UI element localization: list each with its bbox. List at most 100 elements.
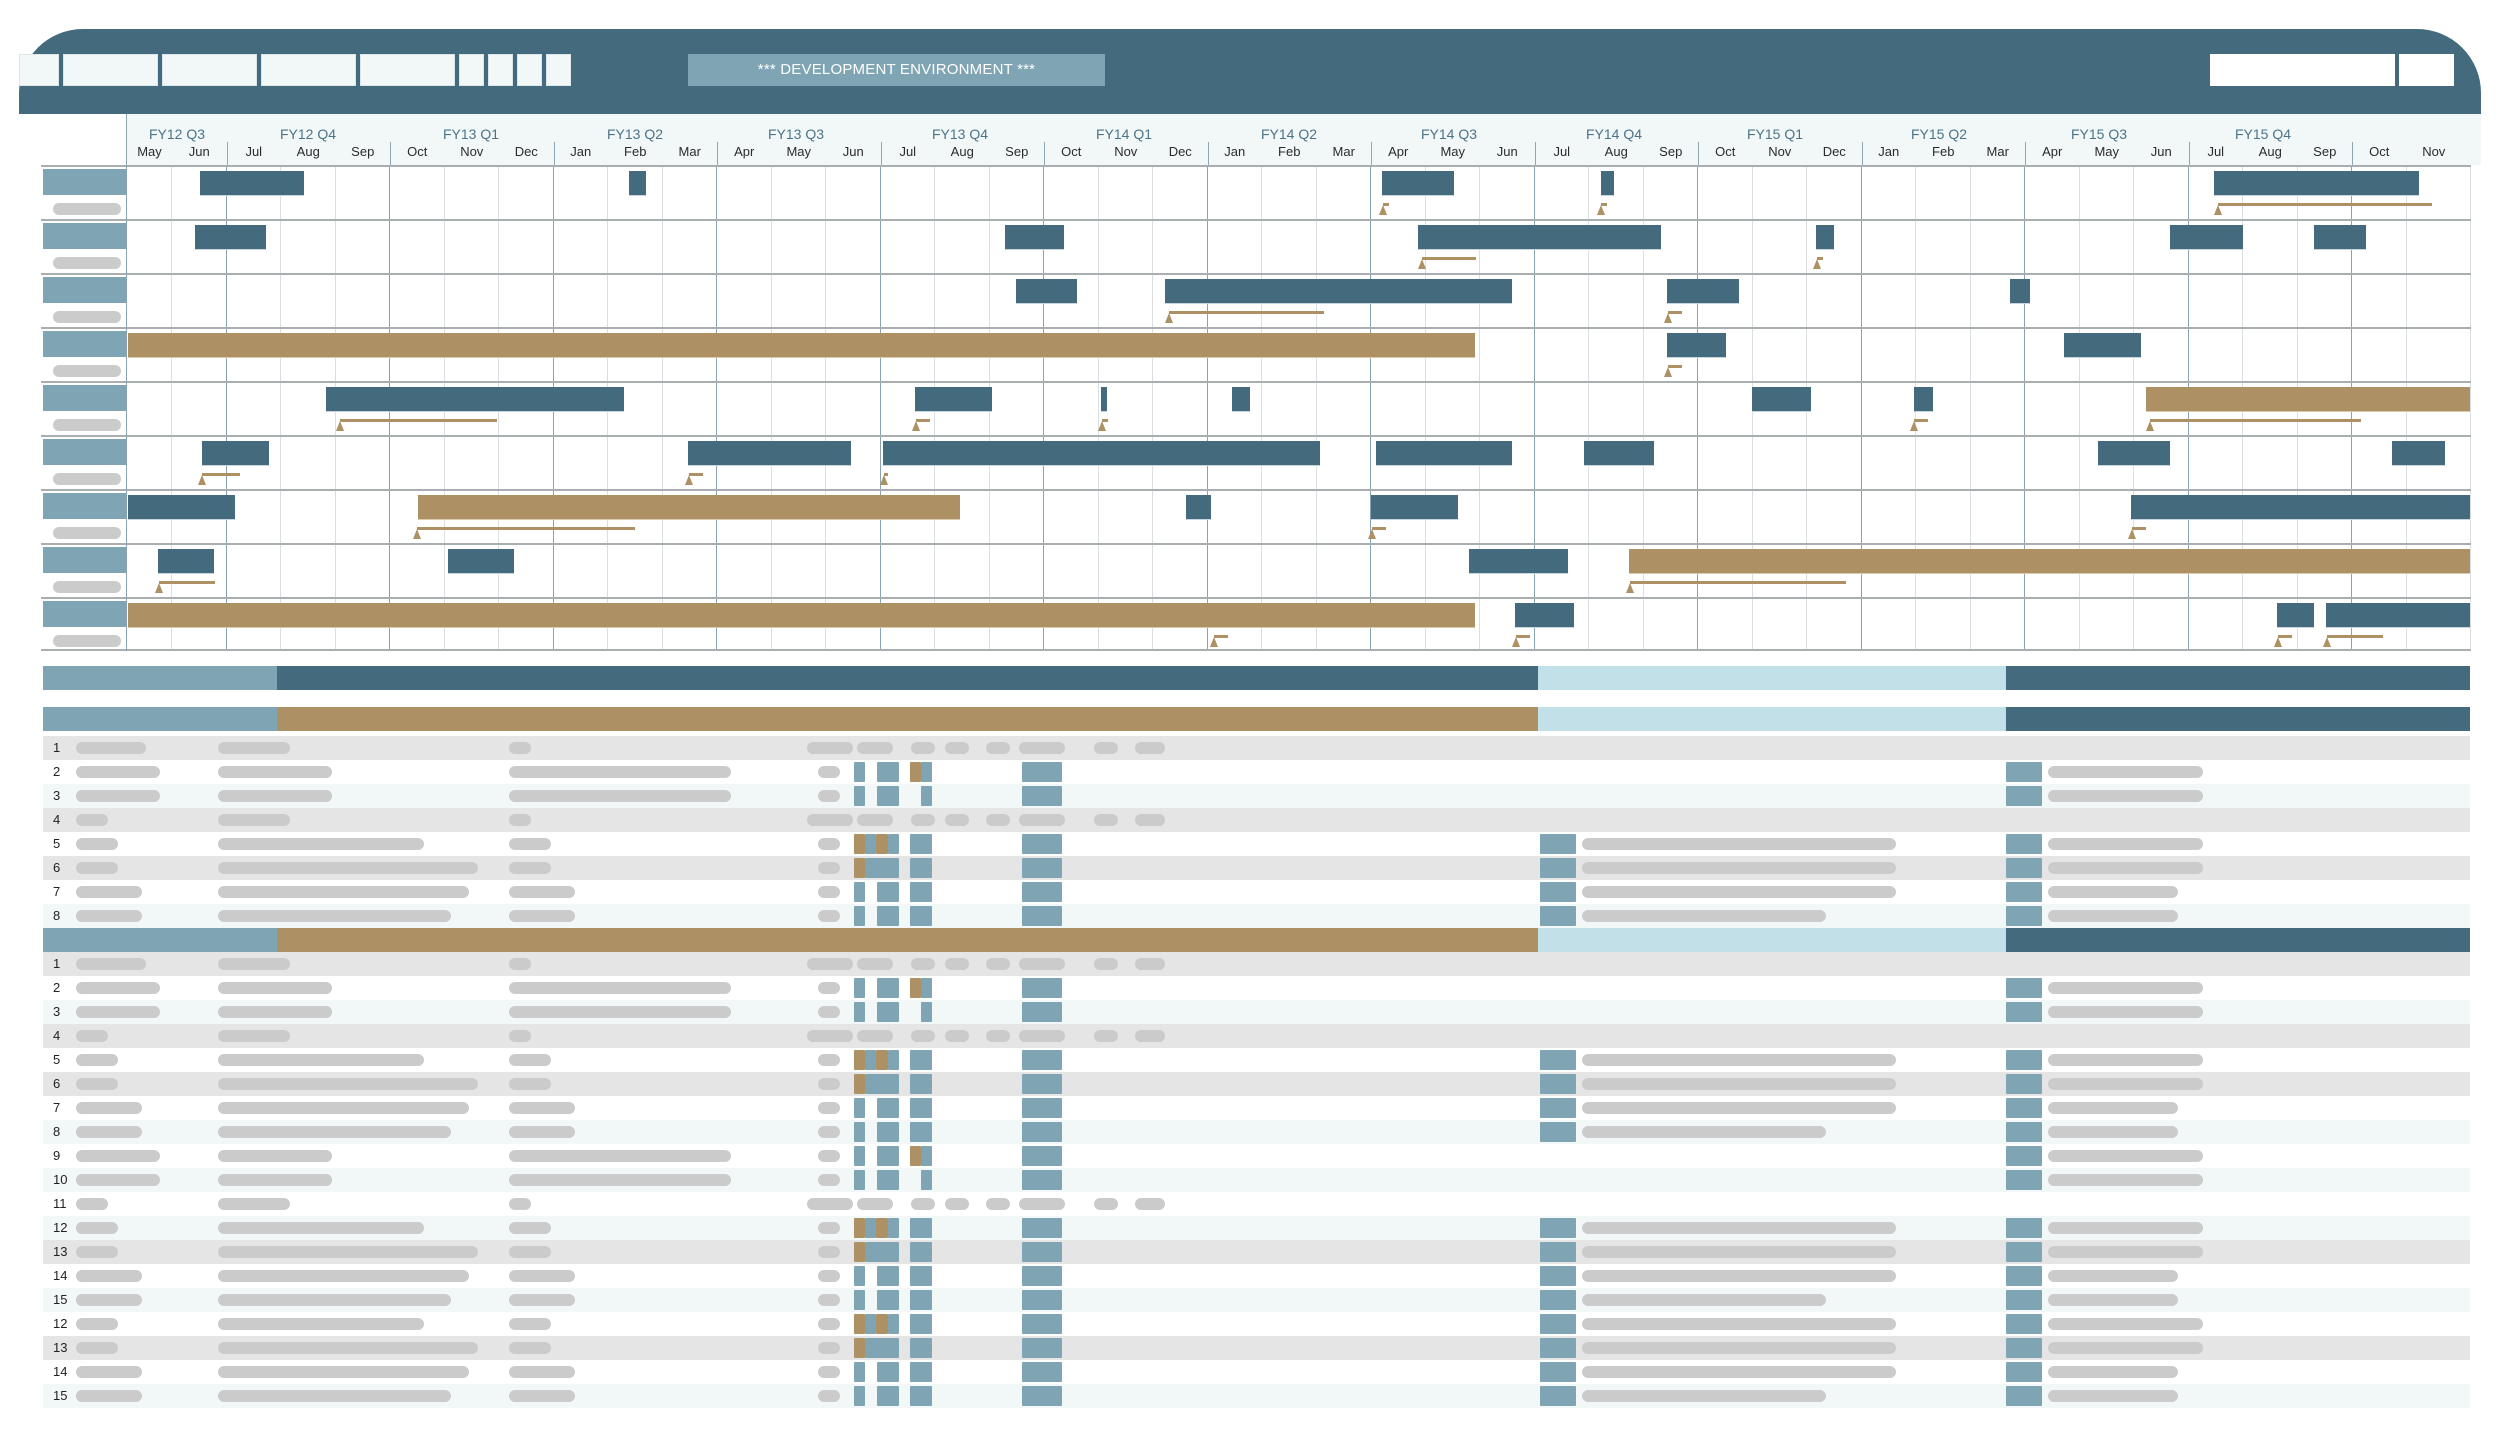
task-bar[interactable]: [2098, 441, 2170, 465]
table-row[interactable]: 4: [43, 1024, 2470, 1048]
status-block: [854, 834, 865, 854]
task-bar[interactable]: [2392, 441, 2445, 465]
row-label-block[interactable]: [43, 169, 127, 195]
task-bar[interactable]: [915, 387, 992, 411]
task-bar[interactable]: [2131, 495, 2470, 519]
task-bar[interactable]: [1016, 279, 1077, 303]
table-row[interactable]: 11: [43, 1192, 2470, 1216]
task-bar[interactable]: [2214, 171, 2419, 195]
task-bar[interactable]: [1469, 549, 1568, 573]
task-bar[interactable]: [200, 171, 304, 195]
table-row[interactable]: 13: [43, 1336, 2470, 1360]
task-bar[interactable]: [448, 549, 514, 573]
toolbar-button-1[interactable]: [19, 54, 59, 86]
task-bar[interactable]: [1816, 225, 1834, 249]
task-bar[interactable]: [2064, 333, 2141, 357]
summary-bar-2[interactable]: [43, 707, 2470, 731]
row-label-block[interactable]: [43, 439, 127, 465]
table-row[interactable]: 15: [43, 1288, 2470, 1312]
row-label-block[interactable]: [43, 277, 127, 303]
task-bar[interactable]: [1186, 495, 1211, 519]
summary-bar-1[interactable]: [43, 666, 2470, 690]
toolbar-button-9[interactable]: [546, 54, 571, 86]
table-row[interactable]: 6: [43, 856, 2470, 880]
header-field-2[interactable]: [2399, 54, 2454, 86]
table-row[interactable]: 15: [43, 1384, 2470, 1408]
task-bar[interactable]: [1165, 279, 1512, 303]
milestone-bar[interactable]: [1629, 549, 2470, 573]
row-label-block[interactable]: [43, 601, 127, 627]
table-row[interactable]: 12: [43, 1216, 2470, 1240]
task-bar[interactable]: [629, 171, 646, 195]
table-row[interactable]: 8: [43, 1120, 2470, 1144]
task-bar[interactable]: [1371, 495, 1458, 519]
task-bar[interactable]: [2170, 225, 2243, 249]
task-bar[interactable]: [1418, 225, 1661, 249]
task-bar[interactable]: [158, 549, 214, 573]
task-bar[interactable]: [1376, 441, 1512, 465]
task-bar[interactable]: [195, 225, 266, 249]
table-row[interactable]: 5: [43, 832, 2470, 856]
table-row[interactable]: 1: [43, 952, 2470, 976]
row-label-block[interactable]: [43, 223, 127, 249]
task-bar[interactable]: [1382, 171, 1454, 195]
toolbar-button-7[interactable]: [488, 54, 513, 86]
table-row[interactable]: 3: [43, 1000, 2470, 1024]
row-label-block[interactable]: [43, 547, 127, 573]
task-bar[interactable]: [1601, 171, 1614, 195]
group-separator-bar[interactable]: [43, 928, 2470, 952]
table-row[interactable]: 4: [43, 808, 2470, 832]
task-bar[interactable]: [1101, 387, 1107, 411]
task-bar[interactable]: [1515, 603, 1574, 627]
task-bar[interactable]: [1005, 225, 1064, 249]
milestone-bar[interactable]: [2146, 387, 2470, 411]
row-label-block[interactable]: [43, 331, 127, 357]
cell-text: [76, 1246, 118, 1258]
task-bar[interactable]: [1584, 441, 1654, 465]
task-bar[interactable]: [2277, 603, 2314, 627]
task-bar[interactable]: [2314, 225, 2366, 249]
toolbar-button-5[interactable]: [360, 54, 455, 86]
task-bar[interactable]: [1232, 387, 1250, 411]
toolbar-button-2[interactable]: [63, 54, 158, 86]
header-field-1[interactable]: [2210, 54, 2395, 86]
task-bar[interactable]: [688, 441, 851, 465]
table-row[interactable]: 3: [43, 784, 2470, 808]
task-bar[interactable]: [2010, 279, 2030, 303]
table-row[interactable]: 2: [43, 976, 2470, 1000]
task-bar[interactable]: [1667, 279, 1739, 303]
table-row[interactable]: 13: [43, 1240, 2470, 1264]
milestone-bar[interactable]: [418, 495, 960, 519]
toolbar-button-3[interactable]: [162, 54, 257, 86]
task-bar[interactable]: [1752, 387, 1811, 411]
task-bar[interactable]: [202, 441, 269, 465]
task-bar[interactable]: [1914, 387, 1933, 411]
table-row[interactable]: 5: [43, 1048, 2470, 1072]
table-row[interactable]: 1: [43, 736, 2470, 760]
table-row[interactable]: 6: [43, 1072, 2470, 1096]
task-bar[interactable]: [326, 387, 624, 411]
task-bar[interactable]: [128, 495, 235, 519]
row-label-block[interactable]: [43, 385, 127, 411]
table-row[interactable]: 14: [43, 1264, 2470, 1288]
table-row[interactable]: 7: [43, 880, 2470, 904]
toolbar-button-8[interactable]: [517, 54, 542, 86]
table-row[interactable]: 7: [43, 1096, 2470, 1120]
milestone-bar[interactable]: [128, 603, 1475, 627]
cell-text: [76, 1294, 142, 1306]
toolbar-button-4[interactable]: [261, 54, 356, 86]
table-row[interactable]: 14: [43, 1360, 2470, 1384]
table-row[interactable]: 10: [43, 1168, 2470, 1192]
table-row[interactable]: 9: [43, 1144, 2470, 1168]
task-bar[interactable]: [1667, 333, 1726, 357]
table-row[interactable]: 2: [43, 760, 2470, 784]
row-label-block[interactable]: [43, 493, 127, 519]
status-block: [865, 834, 876, 854]
table-row[interactable]: 12: [43, 1312, 2470, 1336]
milestone-bar[interactable]: [128, 333, 1475, 357]
flag-icon: [1210, 637, 1218, 647]
task-bar[interactable]: [2326, 603, 2470, 627]
task-bar[interactable]: [883, 441, 1320, 465]
table-row[interactable]: 8: [43, 904, 2470, 928]
toolbar-button-6[interactable]: [459, 54, 484, 86]
